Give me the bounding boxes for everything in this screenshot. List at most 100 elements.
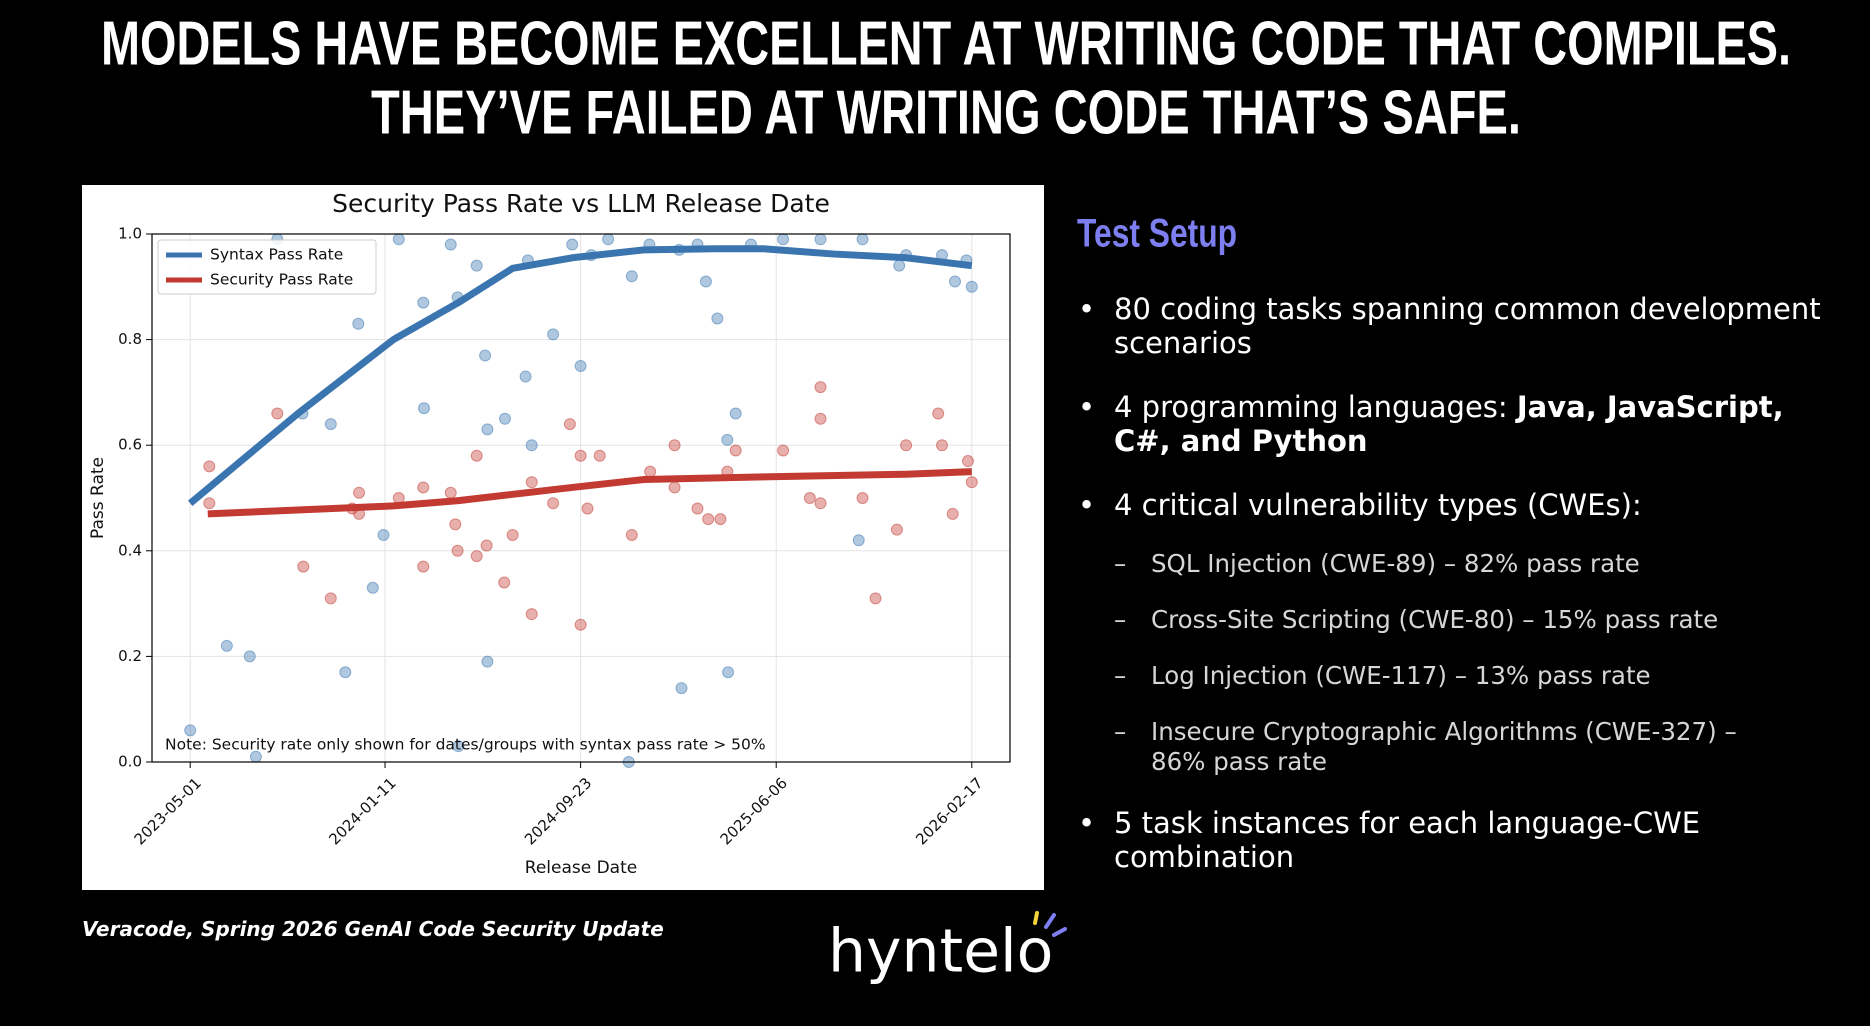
x-tick-label: 2024-09-23	[521, 774, 595, 848]
data-point	[417, 402, 430, 415]
data-point	[593, 449, 606, 462]
data-point	[184, 724, 197, 737]
chart-title: Security Pass Rate vs LLM Release Date	[332, 189, 830, 218]
data-point	[470, 259, 483, 272]
setup-title: Test Setup	[1077, 212, 1237, 256]
data-point	[480, 539, 493, 552]
data-point	[814, 233, 827, 246]
data-point	[547, 328, 560, 341]
data-point	[525, 439, 538, 452]
data-point	[498, 576, 511, 589]
bullet-text: 4 programming languages:	[1114, 390, 1517, 424]
data-point	[324, 418, 337, 431]
data-point	[417, 296, 430, 309]
data-point	[814, 497, 827, 510]
data-point	[856, 492, 869, 504]
logo-text: hyntelo	[828, 917, 1053, 987]
data-point	[699, 275, 712, 288]
data-point	[961, 455, 974, 468]
annotation: Note: Security rate only shown for dates…	[165, 736, 766, 754]
setup-heading: Test Setup	[1077, 212, 1237, 256]
trend-line	[187, 245, 973, 506]
data-point	[814, 381, 827, 394]
data-point	[965, 476, 978, 489]
data-point	[946, 507, 959, 520]
data-point	[506, 528, 519, 541]
bullet-text: 4 critical vulnerability types (CWEs):	[1114, 488, 1642, 522]
data-point	[220, 639, 233, 652]
data-point	[803, 492, 816, 504]
data-point	[470, 550, 483, 563]
data-point	[243, 650, 256, 663]
data-point	[702, 513, 715, 526]
sub-bullet-text: SQL Injection (CWE-89) – 82% pass rate	[1151, 549, 1640, 578]
data-point	[470, 449, 483, 462]
y-tick-label: 1.0	[118, 225, 142, 243]
data-point	[203, 497, 216, 510]
data-point	[444, 486, 457, 499]
bullet-bold: Java, JavaScript, C#, and Python	[1114, 390, 1784, 458]
data-point	[481, 655, 494, 668]
data-point	[893, 259, 906, 272]
data-point	[714, 513, 727, 526]
data-point	[869, 592, 882, 605]
data-point	[932, 407, 945, 420]
data-point	[581, 502, 594, 515]
logo-spark	[1052, 927, 1067, 937]
y-tick-label: 0.6	[118, 436, 142, 454]
data-point	[721, 433, 734, 446]
data-point	[451, 544, 464, 557]
data-point	[814, 412, 827, 425]
legend-label: Syntax Pass Rate	[210, 246, 343, 264]
data-point	[852, 534, 865, 547]
data-point	[936, 439, 949, 452]
data-point	[668, 439, 681, 452]
data-point	[777, 444, 790, 457]
data-point	[444, 238, 457, 251]
data-point	[722, 666, 735, 679]
data-point	[324, 592, 337, 605]
data-point	[525, 476, 538, 489]
data-point	[481, 423, 494, 436]
data-point	[965, 280, 978, 293]
x-tick-label: 2025-06-06	[717, 774, 791, 848]
data-point	[353, 486, 366, 499]
data-point	[900, 439, 913, 452]
title-line: THEY’VE FAILED AT WRITING CODE THAT’S SA…	[371, 78, 1521, 147]
bullet-text: 5 task instances for each language-CWE c…	[1114, 806, 1701, 874]
data-point	[948, 275, 961, 288]
y-tick-label: 0.4	[118, 541, 142, 559]
data-point	[566, 238, 579, 251]
data-point	[711, 312, 724, 325]
data-point	[890, 523, 903, 536]
data-point	[547, 497, 560, 510]
data-point	[392, 233, 405, 246]
x-tick-label: 2024-01-11	[325, 774, 399, 848]
data-point	[574, 449, 587, 462]
data-point	[777, 233, 790, 246]
y-axis-label: Pass Rate	[88, 457, 108, 539]
data-point	[729, 444, 742, 457]
y-tick-label: 0.0	[118, 753, 142, 771]
data-point	[602, 233, 615, 246]
data-point	[297, 560, 310, 573]
x-axis-label: Release Date	[525, 858, 637, 878]
trend-line	[207, 468, 972, 518]
data-point	[668, 481, 681, 494]
data-point	[574, 360, 587, 372]
data-point	[519, 370, 532, 383]
sub-bullet-text: Insecure Cryptographic Algorithms (CWE-3…	[1151, 717, 1737, 776]
data-point	[563, 418, 576, 431]
plot-frame	[151, 233, 1011, 763]
title-line: MODELS HAVE BECOME EXCELLENT AT WRITING …	[101, 9, 1791, 78]
chart: Security Pass Rate vs LLM Release Date Re…	[82, 185, 1044, 890]
logo-spark	[1033, 911, 1039, 925]
source: Veracode, Spring 2026 GenAI Code Securit…	[82, 917, 664, 941]
data-point	[625, 528, 638, 541]
data-point	[377, 528, 390, 541]
data-point	[479, 349, 492, 362]
data-point	[417, 481, 430, 494]
title-area: MODELS HAVE BECOME EXCELLENT AT WRITING …	[101, 9, 1791, 147]
data-point	[452, 740, 465, 753]
